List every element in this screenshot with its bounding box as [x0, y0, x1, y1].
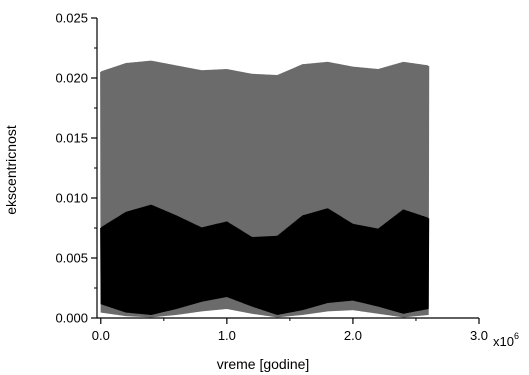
y-tick-label: 0.020 [55, 71, 88, 86]
y-axis-title: ekscentricnost [3, 125, 19, 215]
x-tick-label: 2.0 [344, 328, 362, 343]
x-tick-label: 1.0 [218, 328, 236, 343]
x-axis-title: vreme [godine] [217, 356, 310, 372]
y-tick-label: 0.015 [55, 131, 88, 146]
x-multiplier-label: x106 [493, 331, 519, 349]
y-tick-label: 0.010 [55, 191, 88, 206]
x-multiplier-exponent: 6 [514, 331, 519, 341]
y-tick-label: 0.000 [55, 311, 88, 326]
x-multiplier-base: x10 [493, 334, 514, 349]
series-layer [100, 60, 430, 318]
series-2-band [100, 204, 430, 316]
ticks-layer: 0.0 1.0 2.0 3.0 0.000 0.005 0.010 0.015 0.020 0.0… [55, 11, 488, 344]
x-tick-label: 3.0 [470, 328, 488, 343]
x-tick-label: 0.0 [92, 328, 110, 343]
y-tick-label: 0.005 [55, 251, 88, 266]
y-tick-label: 0.025 [55, 11, 88, 26]
